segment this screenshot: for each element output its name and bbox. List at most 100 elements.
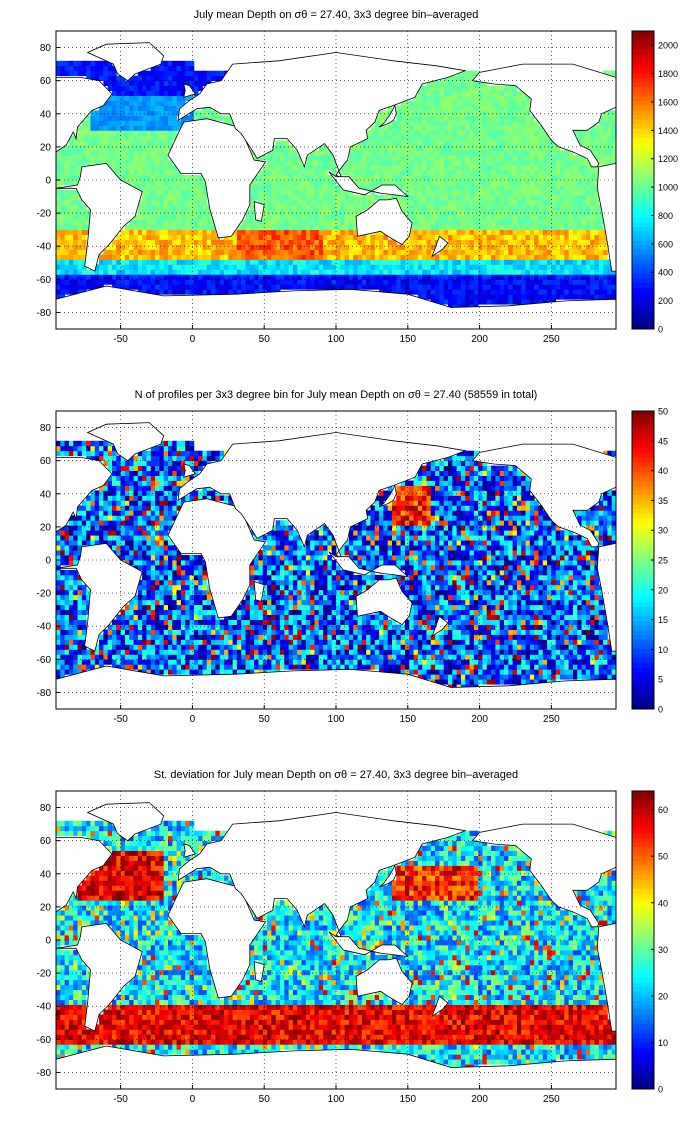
heatmap-cell [448, 140, 453, 146]
heatmap-cell [508, 90, 514, 96]
heatmap-cell [473, 115, 479, 121]
heatmap-cell [547, 204, 552, 211]
heatmap-cell [193, 184, 199, 191]
heatmap-cell [430, 85, 436, 91]
heatmap-cell [551, 229, 557, 236]
heatmap-cell [146, 234, 152, 240]
heatmap-cell [168, 234, 173, 240]
heatmap-cell [292, 150, 298, 156]
heatmap-cell [439, 125, 445, 131]
heatmap-cell [409, 145, 414, 151]
heatmap-cell [124, 145, 130, 151]
heatmap-cell [159, 289, 165, 295]
heatmap-cell [452, 259, 458, 265]
heatmap-cell [81, 505, 87, 511]
heatmap-cell [521, 244, 526, 250]
heatmap-cell [90, 115, 96, 121]
heatmap-cell [430, 140, 436, 146]
heatmap-cell [465, 199, 470, 206]
heatmap-cell [443, 294, 449, 300]
heatmap-cell [193, 214, 199, 221]
heatmap-cell [318, 239, 324, 245]
heatmap-cell [417, 249, 423, 255]
heatmap-cell [525, 145, 531, 151]
heatmap-cell [547, 274, 552, 280]
heatmap-cell [555, 214, 561, 221]
heatmap-cell [163, 224, 169, 231]
heatmap-cell [443, 264, 449, 270]
heatmap-cell [443, 180, 449, 186]
heatmap-cell [409, 209, 414, 216]
heatmap-cell [336, 264, 341, 270]
heatmap-cell [202, 264, 208, 270]
heatmap-cell [426, 244, 432, 250]
heatmap-cell [547, 170, 552, 176]
heatmap-cell [448, 120, 453, 126]
heatmap-cell [607, 150, 613, 156]
heatmap-cell [499, 294, 505, 300]
heatmap-cell [267, 219, 272, 226]
heatmap-cell [163, 135, 169, 141]
heatmap-cell [73, 629, 78, 635]
heatmap-cell [142, 125, 147, 131]
heatmap-cell [245, 209, 251, 216]
heatmap-cell [392, 259, 397, 265]
heatmap-cell [133, 540, 139, 546]
heatmap-cell [443, 90, 449, 96]
heatmap-cell [508, 214, 514, 221]
heatmap-cell [404, 269, 410, 275]
heatmap-cell [594, 279, 600, 285]
heatmap-cell [146, 219, 152, 226]
heatmap-cell [366, 244, 371, 250]
heatmap-cell [603, 244, 608, 250]
heatmap-cell [68, 659, 74, 665]
heatmap-cell [564, 199, 570, 206]
heatmap-cell [577, 259, 582, 265]
heatmap-cell [249, 254, 255, 260]
heatmap-cell [409, 264, 414, 270]
heatmap-cell [310, 189, 315, 196]
heatmap-cell [64, 259, 70, 265]
heatmap-cell [112, 490, 117, 496]
heatmap-cell [486, 269, 492, 275]
colorbar-segment [632, 147, 654, 153]
heatmap-cell [525, 194, 531, 201]
heatmap-cell [318, 209, 324, 216]
heatmap-cell [73, 199, 78, 206]
heatmap-cell [146, 135, 152, 141]
heatmap-cell [534, 160, 539, 166]
heatmap-cell [568, 214, 574, 221]
heatmap-cell [465, 90, 470, 96]
heatmap-cell [206, 269, 212, 275]
heatmap-cell [112, 65, 117, 72]
heatmap-cell [482, 269, 488, 275]
heatmap-cell [112, 115, 117, 121]
heatmap-cell [469, 274, 475, 280]
heatmap-cell [465, 209, 470, 216]
heatmap-cell [611, 155, 617, 161]
heatmap-cell [607, 135, 613, 141]
heatmap-cell [314, 224, 320, 231]
heatmap-cell [542, 209, 548, 216]
colorbar-segment [632, 119, 654, 125]
heatmap-cell [486, 135, 492, 141]
heatmap-cell [137, 560, 143, 566]
heatmap-cell [284, 189, 290, 196]
heatmap-cell [374, 165, 380, 171]
heatmap-cell [456, 249, 462, 255]
heatmap-cell [56, 165, 61, 171]
heatmap-cell [387, 120, 393, 126]
heatmap-cell [142, 165, 147, 171]
heatmap-cell [224, 289, 229, 295]
heatmap-cell [64, 659, 70, 665]
heatmap-cell [396, 125, 402, 131]
heatmap-cell [465, 264, 470, 270]
heatmap-cell [68, 145, 74, 151]
heatmap-cell [417, 254, 423, 260]
heatmap-cell [374, 125, 380, 131]
heatmap-cell [64, 560, 70, 566]
heatmap-cell [456, 214, 462, 221]
heatmap-cell [86, 120, 91, 126]
heatmap-cell [564, 150, 570, 156]
heatmap-cell [331, 264, 337, 270]
